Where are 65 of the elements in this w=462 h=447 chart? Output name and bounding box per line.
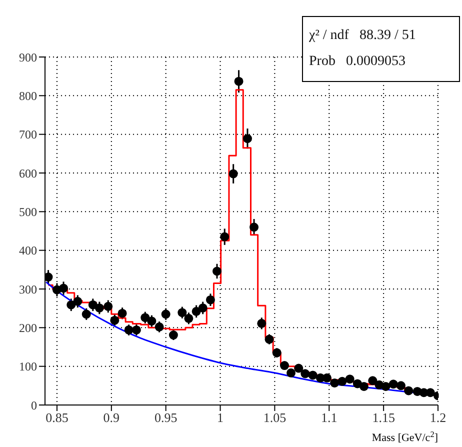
point [178, 308, 187, 318]
point [294, 364, 304, 373]
point [359, 382, 368, 391]
annotation: Prob 0.0009053 [309, 53, 406, 71]
point [110, 316, 120, 325]
y-tick-label: 400 [19, 244, 37, 258]
x-tick-label: 0.95 [154, 410, 178, 426]
point [82, 310, 91, 319]
point [118, 308, 127, 318]
y-tick-label: 100 [19, 360, 37, 374]
point [330, 378, 340, 388]
point [272, 348, 282, 358]
point [198, 303, 208, 312]
point [300, 369, 310, 378]
y-tick-label: 200 [19, 320, 37, 335]
x-tick-label: 1 [217, 410, 224, 426]
x-tick-label: 1.05 [263, 410, 286, 426]
point [220, 232, 230, 242]
point [345, 374, 354, 384]
stats-box: χ² / ndf 88.39 / 51 Prob 0.0009053 [302, 16, 460, 82]
point [161, 310, 170, 319]
x-axis-title: Mass [GeV/c$^{2}$] [372, 430, 438, 444]
point [257, 318, 266, 328]
point [140, 313, 150, 322]
point [168, 330, 178, 340]
point [388, 380, 398, 389]
point [368, 376, 378, 386]
point [280, 361, 289, 370]
y-tick-label: 700 [19, 128, 37, 142]
point [66, 300, 76, 310]
point [242, 134, 252, 144]
point [206, 295, 215, 304]
x-tick-label: 0.85 [46, 410, 68, 426]
point [147, 316, 156, 326]
point [73, 296, 82, 306]
x-tick-label: 0.9 [103, 410, 120, 426]
point [45, 272, 53, 282]
point [132, 325, 141, 334]
point [59, 284, 68, 293]
point [234, 76, 244, 86]
y-tick-label: 500 [19, 204, 37, 219]
point [264, 334, 274, 344]
y-tick-label: 900 [19, 50, 37, 64]
x-tick-label: 1.1 [321, 410, 338, 426]
point [124, 325, 134, 334]
point [104, 302, 113, 311]
y-tick-label: 600 [19, 166, 37, 180]
point [381, 382, 390, 391]
point [184, 314, 194, 323]
y-tick-label: 800 [19, 88, 37, 103]
point [154, 322, 164, 332]
x-tick-label: 1.15 [372, 410, 395, 426]
point [404, 386, 414, 396]
point [308, 370, 318, 380]
y-tick-label: 300 [19, 282, 37, 296]
point [192, 306, 201, 316]
point [250, 222, 259, 232]
point [396, 381, 406, 390]
x-tick-label: 1.2 [430, 410, 446, 426]
point [212, 266, 222, 276]
point [338, 376, 347, 386]
point [94, 303, 104, 312]
y-tick-label: 0 [31, 398, 37, 412]
point [228, 169, 238, 178]
point [286, 368, 296, 378]
